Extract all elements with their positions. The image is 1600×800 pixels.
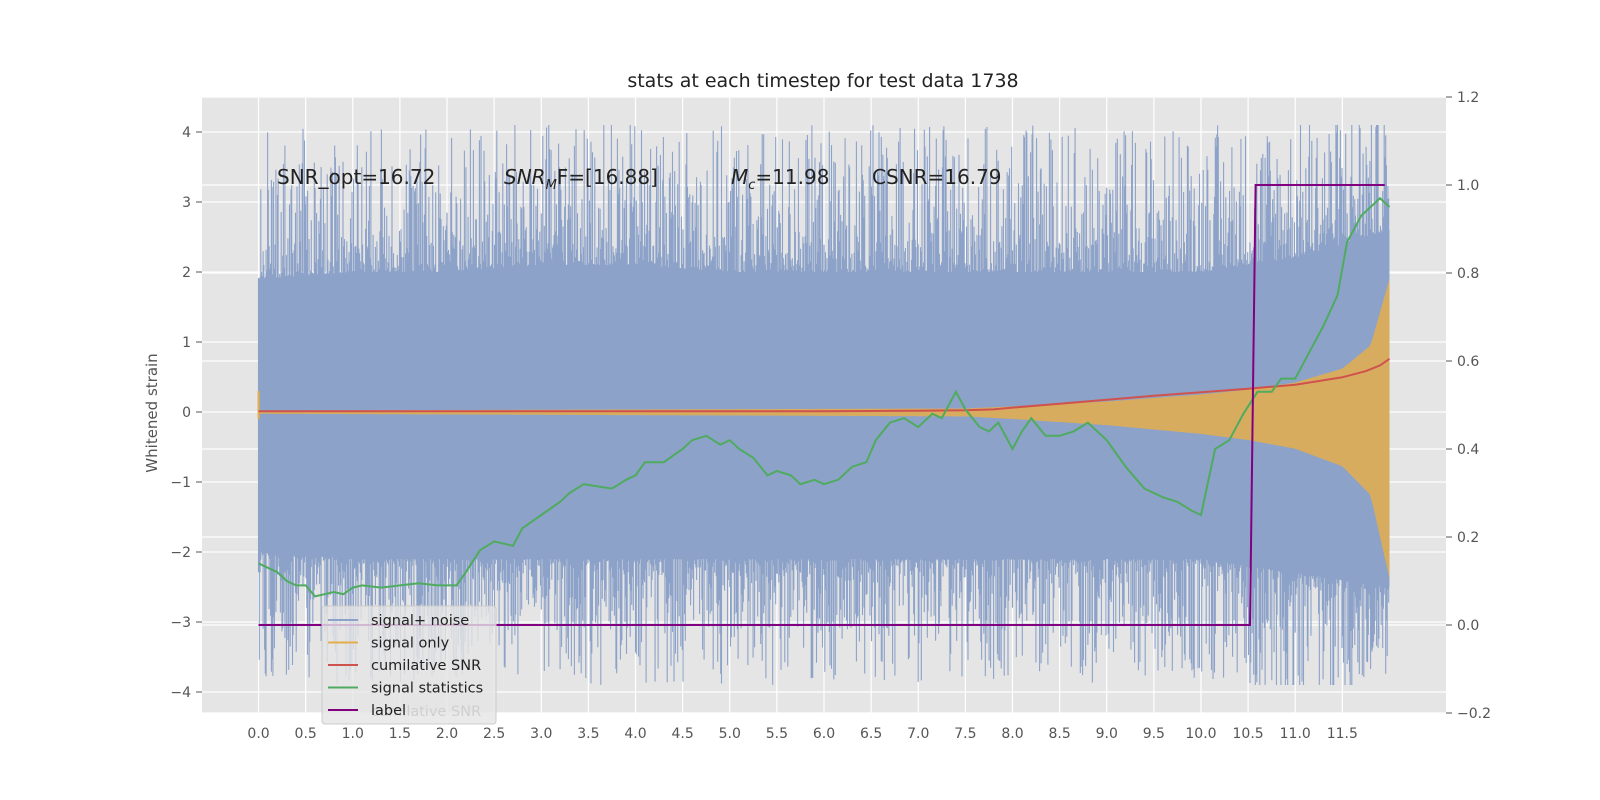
label-line bbox=[258, 184, 1385, 626]
cumulative-snr-line bbox=[258, 357, 1391, 413]
x-tick-label: 8.5 bbox=[1048, 726, 1070, 742]
x-tick-label: 4.5 bbox=[672, 726, 694, 742]
x-tick-label: 1.0 bbox=[342, 726, 364, 742]
annotation-csnr: CSNR=16.79 bbox=[872, 165, 1002, 189]
legend-label: label bbox=[371, 703, 406, 719]
y-tick-label: −1 bbox=[170, 475, 191, 491]
y2-tick-label: 0.2 bbox=[1457, 530, 1479, 546]
legend-label: signal only bbox=[371, 636, 450, 652]
y-tick-label: −2 bbox=[170, 545, 191, 561]
annotation-snr-opt: SNR_opt=16.72 bbox=[277, 165, 435, 189]
x-tick-label: 6.5 bbox=[860, 726, 882, 742]
annotation-snr-mf-base: SNR bbox=[504, 165, 546, 189]
x-tick-label: 7.5 bbox=[954, 726, 976, 742]
legend: cumilative SNR signal+ noise signal only c… bbox=[321, 605, 497, 725]
annotation-mc-sub: c bbox=[748, 178, 755, 193]
y2-tick-label: 0.8 bbox=[1457, 266, 1479, 282]
y2-tick-label: 1.0 bbox=[1457, 178, 1479, 194]
x-tick-label: 11.5 bbox=[1327, 726, 1358, 742]
y-tick-label: 2 bbox=[182, 265, 191, 281]
x-tick-label: 8.0 bbox=[1001, 726, 1023, 742]
annotation-mc: Mc=11.98 bbox=[731, 165, 829, 193]
y2-tick-label: 0.0 bbox=[1457, 618, 1479, 634]
legend-items: signal+ noise signal only cumilative SNR si… bbox=[328, 613, 483, 719]
y-tick-label: 4 bbox=[182, 125, 191, 141]
annotation-snr-mf-rest: F=[16.88] bbox=[557, 165, 658, 189]
legend-label: signal+ noise bbox=[371, 613, 469, 629]
series-lines bbox=[258, 184, 1391, 626]
series-signal-noise bbox=[257, 125, 1390, 685]
y-axis-left: 4 3 2 1 0 −1 −2 −3 −4 bbox=[170, 125, 202, 701]
x-tick-label: 0.5 bbox=[295, 726, 317, 742]
y-axis-right: 1.2 1.0 0.8 0.6 0.4 0.2 0.0 −0.2 bbox=[1446, 90, 1491, 722]
x-tick-label: 2.0 bbox=[436, 726, 458, 742]
legend-box bbox=[321, 605, 497, 725]
x-tick-label: 3.5 bbox=[577, 726, 599, 742]
x-tick-label: 5.5 bbox=[766, 726, 788, 742]
legend-shadow-text: cumilative SNR bbox=[371, 704, 481, 720]
x-tick-label: 3.0 bbox=[530, 726, 552, 742]
x-tick-label: 4.0 bbox=[624, 726, 646, 742]
annotation-snr-mf-sub: M bbox=[546, 178, 557, 193]
y-tick-label: 0 bbox=[182, 405, 191, 421]
y2-tick-label: 1.2 bbox=[1457, 90, 1479, 106]
signal-only-band bbox=[258, 279, 1390, 579]
x-tick-label: 9.0 bbox=[1096, 726, 1118, 742]
series-signal-only bbox=[257, 279, 1390, 579]
y-tick-label: 3 bbox=[182, 195, 191, 211]
x-tick-label: 2.5 bbox=[483, 726, 505, 742]
chart-title: stats at each timestep for test data 173… bbox=[627, 70, 1018, 92]
x-tick-label: 5.0 bbox=[719, 726, 741, 742]
x-tick-label: 6.0 bbox=[813, 726, 835, 742]
x-tick-label: 10.5 bbox=[1233, 726, 1264, 742]
annotations: SNR_opt=16.72 SNRMF=[16.88] Mc=11.98 CSN… bbox=[277, 165, 1002, 193]
x-axis: 0.0 0.5 1.0 1.5 2.0 2.5 3.0 3.5 4.0 4.5 5.0 5.5 6.0 6… bbox=[247, 726, 1358, 742]
x-tick-label: 10.0 bbox=[1185, 726, 1216, 742]
y-tick-label: −4 bbox=[170, 685, 191, 701]
x-tick-label: 0.0 bbox=[247, 726, 269, 742]
legend-label: signal statistics bbox=[371, 681, 483, 697]
legend-label: cumilative SNR bbox=[371, 658, 481, 674]
y-tick-label: 1 bbox=[182, 335, 191, 351]
y2-tick-label: −0.2 bbox=[1457, 706, 1491, 722]
annotation-mc-base: M bbox=[731, 165, 748, 189]
y2-tick-label: 0.6 bbox=[1457, 354, 1479, 370]
x-tick-label: 1.5 bbox=[389, 726, 411, 742]
x-tick-label: 7.0 bbox=[907, 726, 929, 742]
y-tick-label: −3 bbox=[170, 615, 191, 631]
annotation-mc-rest: =11.98 bbox=[755, 165, 829, 189]
x-tick-label: 9.5 bbox=[1143, 726, 1165, 742]
y-axis-label: Whitened strain bbox=[143, 353, 161, 472]
annotation-snr-mf: SNRMF=[16.88] bbox=[504, 165, 658, 193]
signal-statistics-line bbox=[258, 196, 1391, 598]
y2-tick-label: 0.4 bbox=[1457, 442, 1479, 458]
x-tick-label: 11.0 bbox=[1280, 726, 1311, 742]
